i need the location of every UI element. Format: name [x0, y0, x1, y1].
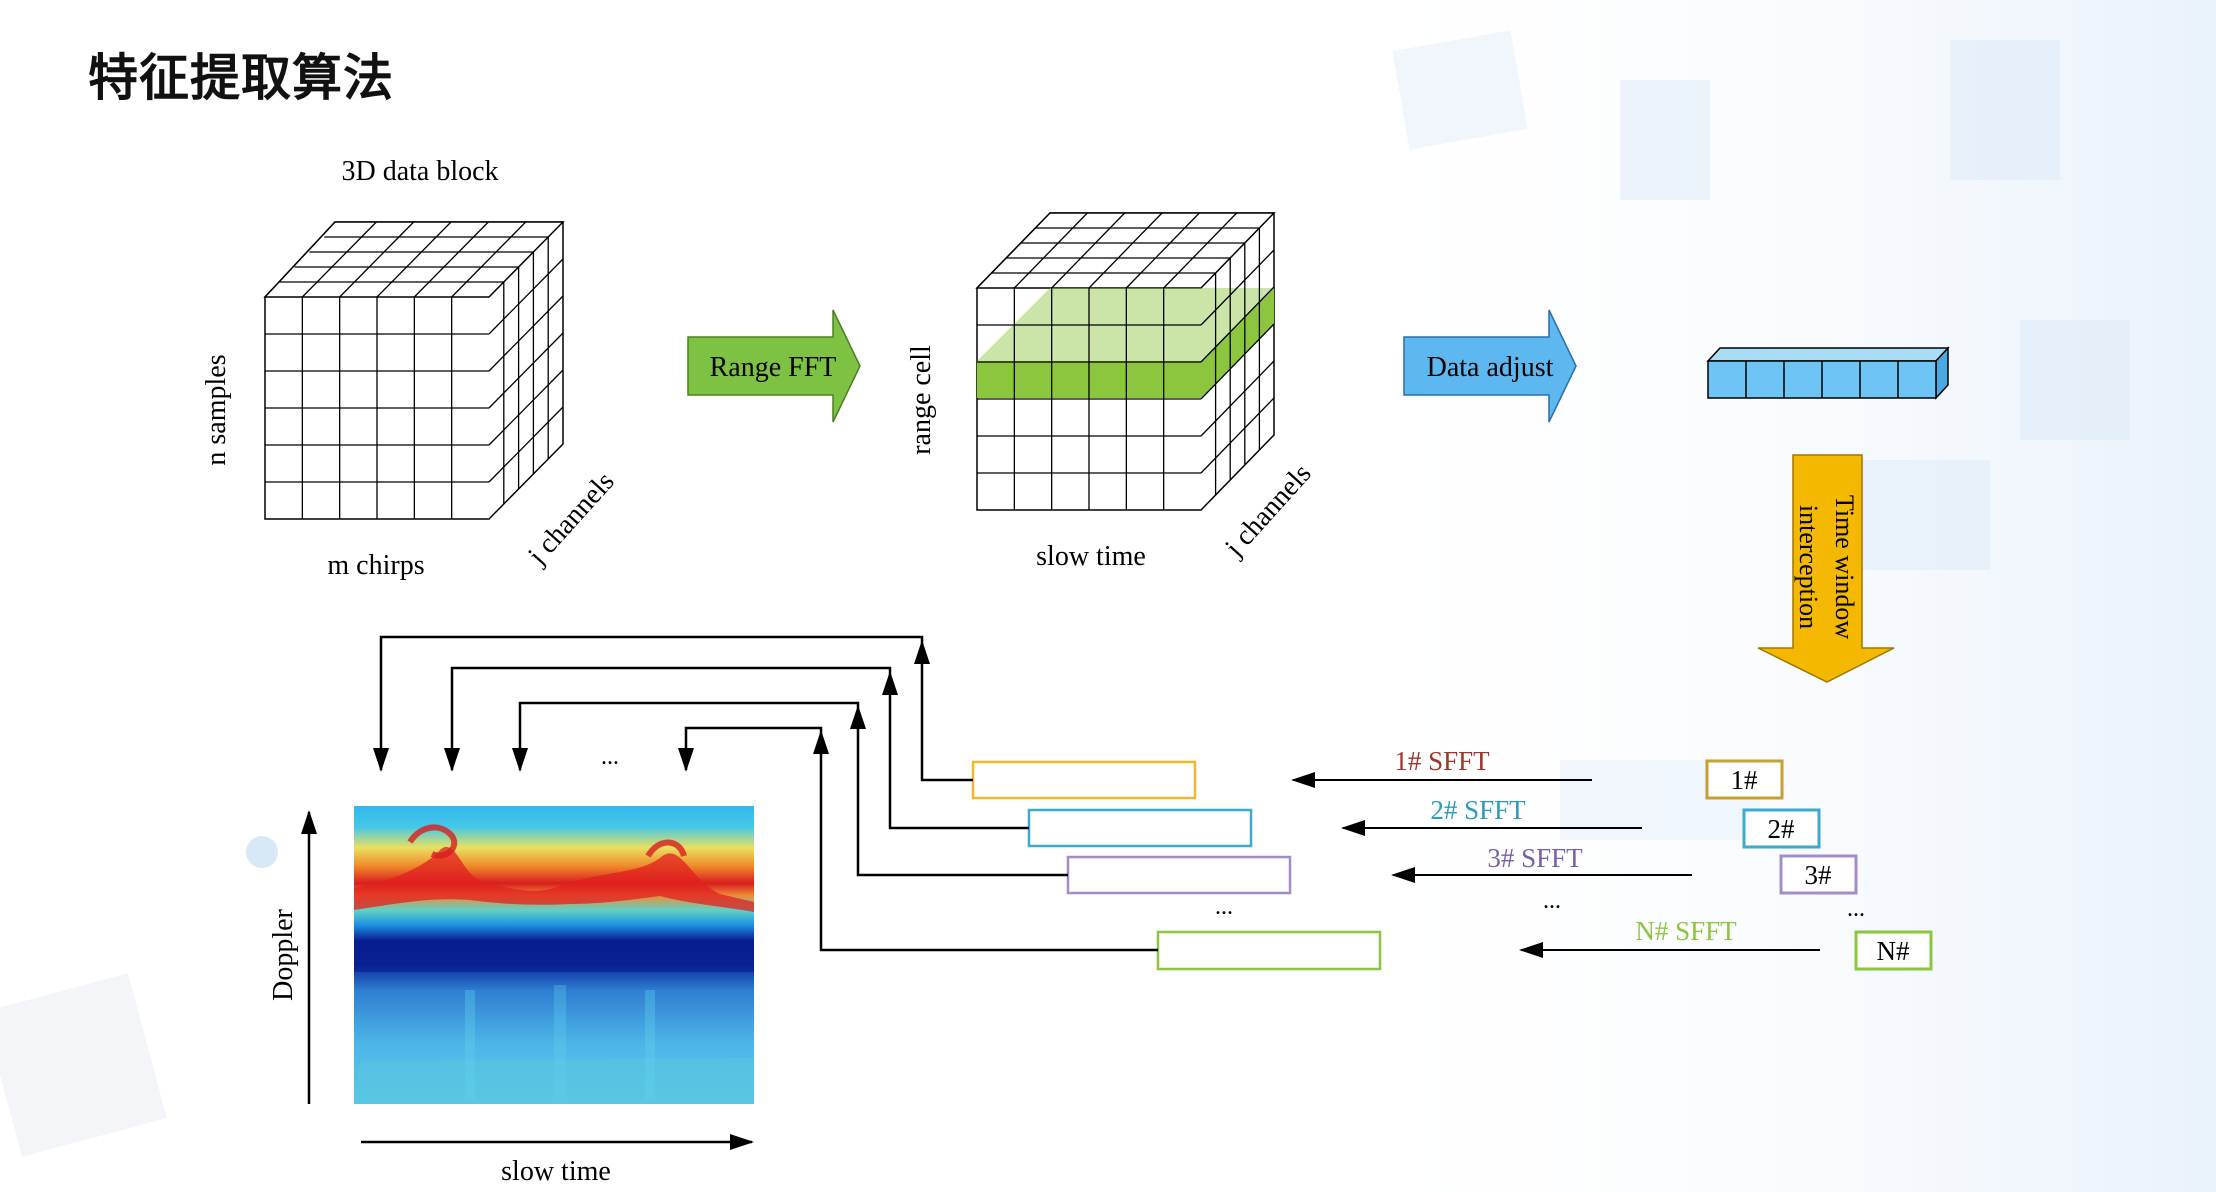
frame-2	[1027, 808, 1253, 848]
j-channels-label-1: j channels	[521, 466, 620, 571]
time-window-label-2: interception	[1794, 505, 1823, 629]
ellipsis-frames: ...	[1215, 894, 1233, 920]
data-cube-2	[975, 212, 1276, 511]
data-adjust-arrow: Data adjust	[1403, 309, 1577, 423]
sfft-row-n: N# SFFT N#	[1519, 916, 1933, 971]
spectrogram-axes	[301, 810, 754, 1150]
window-box-label-2: 2#	[1768, 814, 1796, 844]
page-title: 特征提取算法	[88, 49, 394, 107]
micro-doppler-spectrogram	[354, 806, 754, 1104]
ellipsis-sfft: ...	[1543, 888, 1561, 914]
window-box-label-n: N#	[1877, 936, 1910, 966]
sfft-row-3: 3# SFFT 3#	[1391, 843, 1858, 895]
ellipsis-boxes: ...	[1847, 896, 1865, 922]
slow-time-label-2: slow time	[501, 1156, 611, 1187]
time-window-arrow: Time window interception	[1757, 454, 1895, 683]
time-window-label-1: Time window	[1830, 495, 1859, 639]
range-fft-arrow: Range FFT	[687, 309, 861, 423]
sfft-label-2: 2# SFFT	[1430, 795, 1526, 825]
block-3d-label: 3D data block	[341, 156, 498, 187]
range-cell-label: range cell	[906, 345, 937, 455]
window-box-1	[1705, 759, 1784, 800]
window-box-n	[1854, 930, 1933, 971]
frame-n	[1156, 930, 1382, 971]
frame-1	[971, 760, 1197, 800]
sfft-label-n: N# SFFT	[1635, 916, 1737, 946]
window-box-2	[1742, 808, 1821, 849]
window-box-3	[1779, 854, 1858, 895]
window-box-label-1: 1#	[1731, 765, 1759, 795]
range-fft-label: Range FFT	[710, 352, 837, 383]
data-adjust-label: Data adjust	[1427, 352, 1554, 383]
slow-time-label-1: slow time	[1036, 541, 1146, 572]
doppler-axis-label: Doppler	[268, 908, 299, 1000]
sfft-row-2: 2# SFFT 2#	[1341, 795, 1821, 849]
frame-3	[1066, 855, 1292, 895]
m-chirps-label: m chirps	[327, 550, 424, 581]
sfft-label-3: 3# SFFT	[1487, 843, 1583, 873]
sfft-label-1: 1# SFFT	[1394, 746, 1490, 776]
range-vector	[1706, 346, 1950, 400]
sfft-row-1: 1# SFFT 1#	[1291, 746, 1784, 800]
feedback-connectors	[373, 635, 1158, 952]
data-cube-1	[263, 221, 565, 520]
window-box-label-3: 3#	[1805, 860, 1833, 890]
n-samples-label: n samples	[201, 354, 232, 465]
ellipsis-top: ...	[601, 744, 619, 770]
